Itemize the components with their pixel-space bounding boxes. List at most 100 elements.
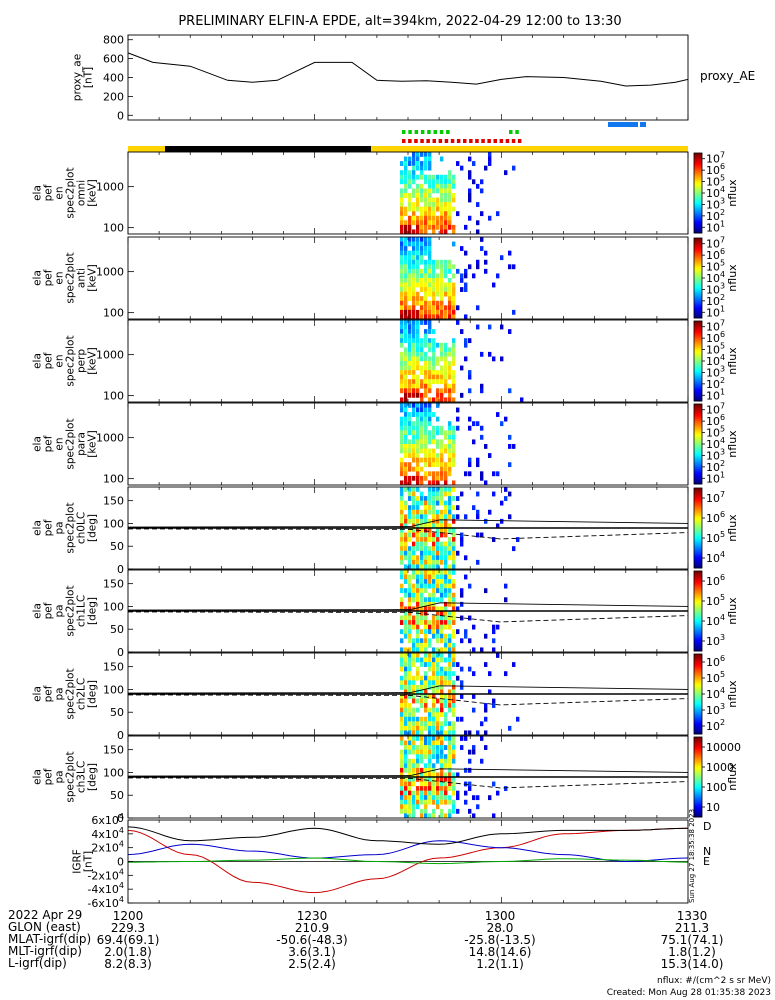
pa_ch1-cell: [432, 647, 436, 652]
spec_para-cell: [484, 444, 488, 449]
pa_ch1-cell: [496, 624, 500, 630]
pa_ch2-cell: [468, 730, 472, 735]
spec_para-cell: [444, 434, 448, 440]
spec_para-cbar-cell: [694, 452, 702, 455]
pa_ch0-cell: [412, 518, 416, 524]
pa_ch1-cell: [424, 642, 428, 648]
spec_anti-cell: [416, 259, 420, 265]
spec_omni-cell: [424, 152, 428, 157]
spec_perp-cell: [440, 356, 444, 362]
spec_perp-cell: [428, 338, 432, 344]
pa_ch1-ylabel-line: ela: [32, 603, 44, 619]
spec_perp-cell: [404, 351, 408, 357]
pa_ch0-cell: [436, 487, 440, 492]
spec_para-cell: [400, 471, 404, 477]
spec_omni-cell: [424, 161, 428, 166]
spec_para-cell: [404, 425, 408, 431]
pa_ch0-cbar-cell: [694, 530, 702, 533]
pa_ch0-cell: [436, 564, 440, 569]
spec_para-cell: [492, 471, 496, 477]
pa_ch2-cell: [428, 694, 432, 699]
pa_ch0-cbar-cell: [694, 508, 702, 511]
pa_ch2-cbar-cell: [694, 670, 702, 673]
igrf-legend-N: N: [703, 845, 711, 858]
pa_ch0-cell: [416, 514, 420, 520]
spec_perp-cell: [420, 383, 424, 389]
spec_omni-cbar-ticklabel-exp: 6: [720, 162, 725, 171]
spec_omni-cell: [444, 220, 448, 226]
spec_perp-cell: [408, 379, 412, 385]
pa_ch1-cbar-cell: [694, 643, 702, 646]
spec_omni-cell: [444, 202, 448, 207]
pa_ch3-cell: [424, 790, 428, 796]
pa_ch2-cell: [428, 725, 432, 731]
spec_perp-cell: [460, 329, 464, 334]
pa_ch0-cell: [496, 523, 500, 529]
spec_omni-cbar-cell: [694, 215, 702, 218]
proxy-ae-yticklabel: 400: [103, 72, 124, 85]
spec_perp-cell: [408, 320, 412, 325]
pa_ch3-cell: [424, 799, 428, 805]
pa_ch2-cell: [420, 689, 424, 695]
pa_ch2-cell: [424, 694, 428, 699]
spec_omni-cell: [476, 183, 480, 189]
spec_perp-cell: [404, 356, 408, 362]
spec_perp-cbar-cell: [694, 373, 702, 376]
spec_para-cell: [416, 444, 420, 449]
pa_ch3-cell: [420, 740, 424, 746]
spec_omni-ylabel-line: pef: [43, 184, 55, 201]
proxy-ae-yticklabel: 0: [117, 109, 124, 122]
pa_ch0-cell: [400, 496, 404, 501]
spec_omni-cell: [408, 215, 412, 221]
pa_ch3-cell: [460, 745, 464, 750]
spec_omni-cell: [420, 229, 424, 234]
footer-value: 1230: [296, 909, 328, 923]
spec_perp-cell: [436, 356, 440, 362]
pa_ch1-cell: [448, 611, 452, 616]
proxy-ae-right-label: proxy_AE: [700, 69, 755, 83]
spec_para-yticklabel: 100: [103, 473, 124, 486]
spec_omni-cell: [408, 202, 412, 207]
pa_ch2-cell: [440, 707, 444, 713]
spec_omni-cell: [408, 179, 412, 185]
spec_para-cell: [428, 412, 432, 417]
spec_perp-cell: [424, 361, 428, 366]
spec_perp-cell: [440, 370, 444, 375]
pa_ch3-cell: [452, 754, 456, 760]
spec_perp-cell: [424, 374, 428, 380]
pa_ch0-cell: [404, 541, 408, 547]
pa_ch3-cell: [428, 740, 432, 746]
spec_anti-cell: [424, 282, 428, 288]
spec_perp-cell: [460, 392, 464, 398]
pa_ch3-cell: [496, 790, 500, 796]
pa_ch3-cbar-cell: [694, 749, 702, 752]
spec_anti-cbar-cell: [694, 262, 702, 265]
pa_ch3-cell: [420, 786, 424, 791]
spec_omni-cell: [412, 156, 416, 162]
pa_ch3-cell: [492, 813, 496, 818]
spec_omni-cell: [428, 197, 432, 203]
spec_anti-cell: [460, 278, 464, 283]
pa_ch0-cell: [400, 509, 404, 515]
spec_perp-cell: [468, 338, 472, 344]
spec_anti-cell: [412, 273, 416, 279]
spec_para-cbar-ticklabel: 101: [706, 470, 725, 485]
spec_para-cell: [412, 403, 416, 408]
spec_omni-cell: [404, 224, 408, 230]
pa_ch1-cell: [448, 633, 452, 639]
pa_ch1-cbar-cell: [694, 611, 702, 614]
pa_ch3-cell: [420, 781, 424, 787]
spec_para-cell: [428, 403, 432, 408]
spec_anti-cell: [424, 273, 428, 279]
pa_ch1-cell: [444, 574, 448, 580]
pa_ch3-cell: [448, 808, 452, 814]
igrf-series-E: [128, 857, 689, 865]
spec_perp-cell: [420, 370, 424, 375]
spec_anti-cbar-ticklabel-base: 10: [706, 295, 720, 308]
spec_para-cell: [452, 462, 456, 468]
spec_para-cell: [420, 407, 424, 413]
spec_para-cell: [412, 457, 416, 463]
pa_ch2-cell: [456, 675, 460, 681]
pa_ch2-cell: [400, 716, 404, 722]
spec_para-cbar-ticklabel: 107: [706, 402, 725, 417]
